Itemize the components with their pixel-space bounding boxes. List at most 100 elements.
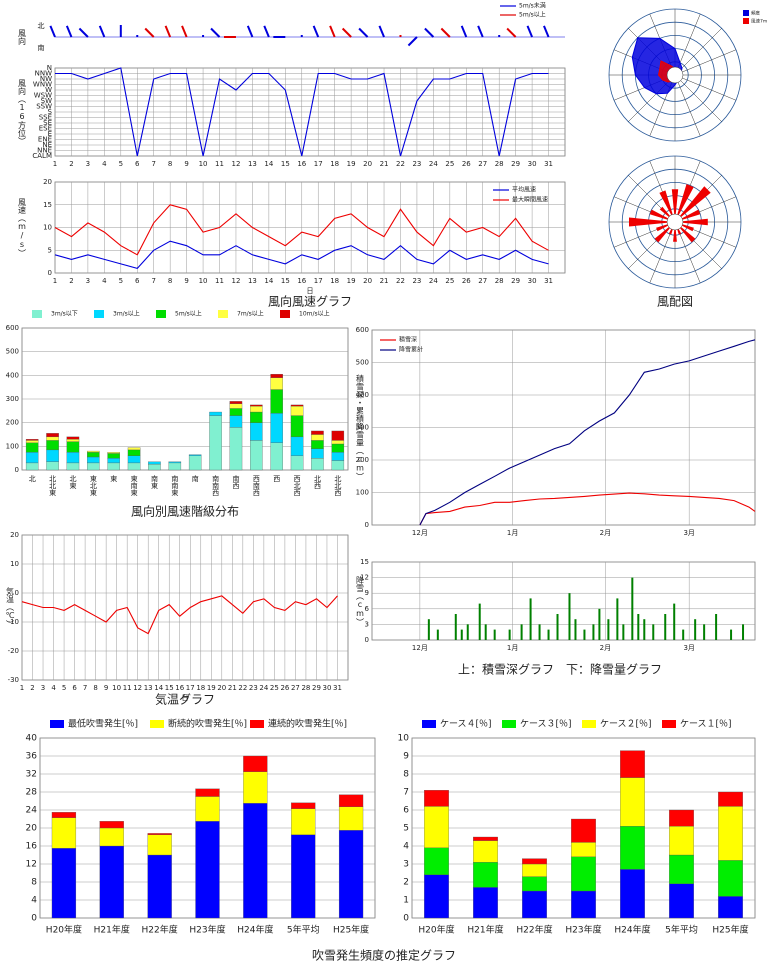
y-tick-label: 10 (43, 224, 52, 232)
y-tick-label: NW (40, 75, 52, 83)
x-tick-label: 25 (445, 277, 454, 285)
y-tick-label: SSE (39, 114, 52, 122)
bar (484, 624, 487, 640)
bar-segment (571, 842, 596, 857)
bar-segment (620, 826, 645, 870)
bar-segment (46, 449, 59, 462)
bar-segment (290, 415, 304, 438)
x-tick-label: 4 (51, 684, 56, 692)
legend-label: 風速7m/s以上 (751, 18, 767, 25)
data-line (55, 67, 549, 157)
y-bottom-label: 南 (38, 43, 45, 52)
x-tick-label: 19 (347, 160, 356, 168)
x-tick-label: 25 (270, 684, 279, 692)
bar-segment (25, 440, 39, 443)
x-tick-label: 22 (396, 160, 405, 168)
bar-segment (195, 788, 220, 797)
x-tick-label: 3月 (683, 529, 694, 537)
legend-label: 7m/s以上 (237, 310, 264, 318)
bar (592, 624, 595, 640)
spoke (674, 28, 722, 76)
y-tick-label: 500 (356, 359, 369, 367)
y-tick-label: 100 (6, 442, 19, 450)
y-tick-label: -30 (8, 676, 19, 684)
bar-segment (66, 452, 80, 464)
bar-segment (87, 456, 100, 464)
x-tick-label: H22年度 (516, 924, 552, 936)
bar-segment (46, 436, 59, 441)
x-tick-label: 29 (312, 684, 321, 692)
y-tick-label: 1 (403, 896, 409, 906)
legend-label: ケース１[％] (680, 719, 732, 730)
y-tick-label: N (47, 64, 52, 72)
bar-segment (107, 458, 120, 464)
bar-segment (229, 427, 243, 471)
spoke (674, 74, 701, 137)
legend-label: 10m/s以上 (299, 310, 330, 318)
x-tick-label: 14 (264, 160, 273, 168)
x-axis-title: 日 (182, 694, 189, 702)
bar-segment (331, 430, 345, 441)
bar-segment (229, 415, 243, 428)
bar-segment (107, 462, 120, 471)
bar-segment (99, 821, 124, 829)
section-caption: 風向風速グラフ (268, 294, 352, 309)
y-tick-label: 300 (356, 424, 369, 432)
bar-segment (669, 809, 694, 827)
wind-stick (210, 27, 221, 38)
wind-stick (49, 25, 56, 38)
y-tick-label: S (48, 108, 53, 116)
bar (466, 624, 469, 640)
y-axis-title: 降雪（cm） (355, 575, 364, 626)
x-tick-label: H20年度 (418, 924, 454, 936)
legend-label: ケース３[％] (520, 719, 572, 730)
bar-segment (424, 790, 449, 807)
legend-label: 頻度 (751, 10, 760, 17)
bar-segment (99, 827, 124, 847)
section-caption: 上：積雪深グラフ 下：降雪量グラフ (458, 662, 662, 677)
y-tick-label: 16 (26, 842, 38, 852)
bar-segment (473, 887, 498, 919)
y-tick-label: 400 (356, 391, 369, 399)
section-caption: 風向別風速階級分布 (131, 504, 239, 519)
plot-area (21, 534, 349, 681)
y-tick-label: 0 (31, 914, 37, 924)
bar-segment (311, 448, 324, 459)
x-tick-label: 東 (110, 474, 118, 483)
x-tick-label: 17 (314, 277, 323, 285)
x-tick-label: 31 (544, 277, 553, 285)
x-tick-label: H21年度 (94, 924, 130, 936)
bar (556, 614, 559, 640)
x-tick-label: 3 (86, 160, 90, 168)
bar-segment (424, 806, 449, 848)
wind-stick (460, 25, 468, 38)
y-tick-label: 4 (31, 896, 37, 906)
rose-bar (675, 184, 694, 222)
x-tick-label: 23 (412, 160, 421, 168)
legend-swatch (250, 720, 264, 728)
bar (598, 608, 601, 640)
legend-label: 3m/s以上 (113, 310, 140, 318)
y-tick-label: 10 (10, 560, 19, 568)
bar-segment (473, 862, 498, 888)
plot-area (371, 561, 756, 641)
x-tick-label: 31 (333, 684, 342, 692)
wind-stick (181, 25, 188, 38)
legend-label: 最大瞬間風速 (512, 196, 548, 204)
x-tick-label: 9 (104, 684, 108, 692)
x-tick-label: 16 (297, 277, 306, 285)
bar-segment (250, 404, 263, 407)
bar-segment (311, 458, 324, 471)
legend-swatch (422, 720, 436, 728)
bar-segment (188, 455, 202, 471)
x-tick-label: 南西 (232, 474, 240, 490)
x-tick-label: 西北西 (293, 475, 301, 497)
bar-segment (571, 856, 596, 892)
x-tick-label: 29 (511, 277, 520, 285)
y-tick-label: 6 (403, 806, 409, 816)
data-line (419, 492, 756, 526)
x-tick-label: 28 (301, 684, 310, 692)
x-tick-label: 16 (297, 160, 306, 168)
x-tick-label: 25 (445, 160, 454, 168)
